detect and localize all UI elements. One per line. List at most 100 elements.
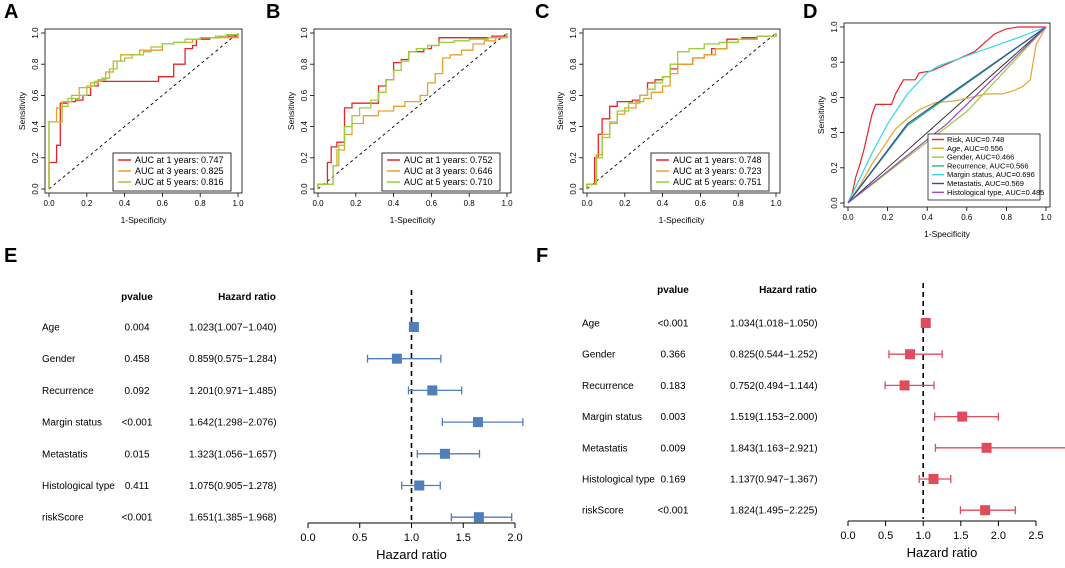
x-tick-label: 2.0 — [507, 532, 522, 544]
x-tick-label: 1.0 — [770, 199, 782, 208]
roc-panel-b: B 0.00.0 0.2 0.2 0.4 0.4 0.6 0.6 0.8 0.8 1.0 1.0 1-S… — [266, 1, 513, 225]
legend-entry: Histological type, AUC=0.485 — [947, 188, 1044, 197]
hazard-ratio-marker — [391, 353, 402, 364]
forest-row: Histological type 0.411 1.075(0.905−1.278) — [42, 480, 441, 492]
roc-panel-d: D 0.00.0 0.2 0.2 0.4 0.4 0.6 0.6 0.8 0.8 1.0 1.0 1-S… — [803, 1, 1052, 239]
pvalue-value: 0.411 — [125, 481, 150, 492]
pvalue-value: <0.001 — [122, 418, 153, 429]
variable-name: Margin status — [42, 418, 102, 429]
y-tick-label: 0.0 — [569, 183, 578, 195]
roc-curve-series-3 — [48, 33, 239, 189]
y-tick-label: 0.6 — [569, 89, 578, 101]
x-tick-label: 0.0 — [842, 213, 854, 222]
pvalue-value: 0.009 — [660, 443, 685, 454]
x-axis-label: Hazard ratio — [376, 547, 447, 562]
pvalue-value: 0.458 — [124, 354, 149, 365]
x-tick-label: 0.2 — [619, 199, 631, 208]
x-tick-label: 0.2 — [882, 213, 894, 222]
forest-row: Margin status 0.003 1.519(1.153−2.000) — [582, 411, 1000, 423]
forest-row: Gender 0.366 0.825(0.544−1.252) — [582, 349, 943, 361]
forest-row: Margin status <0.001 1.642(1.298−2.076) — [42, 417, 524, 429]
x-axis-label: 1-Specificity — [924, 229, 971, 239]
y-axis-label: Sensitivity — [17, 91, 27, 130]
legend-box — [381, 152, 501, 192]
hazard-ratio-marker — [920, 318, 931, 328]
x-tick-label: 0.8 — [195, 199, 207, 208]
y-tick-label: 0.6 — [300, 89, 309, 101]
x-tick-label: 1.0 — [501, 199, 513, 208]
x-tick-label: 1.5 — [953, 530, 968, 542]
legend-entry: Metastatis, AUC=0.569 — [947, 179, 1024, 188]
column-header-pvalue: pvalue — [121, 292, 153, 303]
hazard-ratio-marker — [439, 448, 450, 459]
panel-letter-f: F — [536, 245, 548, 267]
variable-name: Histological type — [42, 481, 115, 492]
hazard-ratio-ci-text: 1.843(1.163−2.921) — [730, 443, 818, 454]
y-tick-label: 1.0 — [569, 27, 578, 39]
y-tick-label: 1.0 — [31, 27, 40, 39]
hazard-ratio-marker — [957, 411, 968, 422]
roc-curve-series-6 — [847, 26, 1047, 204]
x-tick-label: 0.0 — [840, 530, 855, 542]
legend-box — [927, 133, 1041, 201]
legend-entry: AUC at 3 years: 0.646 — [404, 166, 493, 176]
panel-letter-d: D — [803, 1, 817, 23]
x-tick-label: 0.4 — [388, 199, 400, 208]
x-tick-label: 0.0 — [43, 199, 55, 208]
hazard-ratio-ci-text: 1.824(1.495−2.225) — [730, 506, 818, 517]
hazard-ratio-ci-text: 1.137(0.947−1.367) — [730, 475, 818, 486]
y-tick-label: 0.8 — [569, 58, 578, 70]
panel-letter-c: C — [535, 1, 549, 23]
hazard-ratio-ci-text: 1.023(1.007−1.040) — [189, 323, 277, 334]
hazard-ratio-ci-text: 0.825(0.544−1.252) — [730, 350, 818, 361]
roc-curve-series-3 — [586, 33, 777, 189]
plot-frame — [44, 28, 243, 194]
x-tick-label: 0.4 — [657, 199, 669, 208]
panel-letter-b: B — [266, 1, 280, 23]
variable-name: Recurrence — [42, 386, 94, 397]
x-tick-label: 0.5 — [352, 532, 367, 544]
pvalue-value: <0.001 — [658, 319, 689, 330]
variable-name: riskScore — [582, 506, 624, 517]
hazard-ratio-ci-text: 1.651(1.385−1.968) — [189, 513, 277, 524]
forest-row: riskScore <0.001 1.651(1.385−1.968) — [42, 512, 513, 524]
legend-entry: AUC at 3 years: 0.723 — [673, 166, 762, 176]
hazard-ratio-ci-text: 1.075(0.905−1.278) — [189, 481, 277, 492]
y-axis-label: Sensitivity — [555, 91, 565, 130]
x-tick-label: 1.0 — [404, 532, 419, 544]
pvalue-value: 0.015 — [124, 449, 149, 460]
legend-entry: AUC at 5 years: 0.816 — [135, 177, 224, 187]
legend-entry: Age, AUC=0.556 — [947, 144, 1003, 153]
x-tick-label: 0.6 — [157, 199, 169, 208]
x-tick-label: 1.0 — [1040, 213, 1052, 222]
pvalue-value: 0.092 — [124, 386, 149, 397]
variable-name: Gender — [582, 350, 616, 361]
hazard-ratio-marker — [928, 474, 939, 484]
plot-frame — [843, 22, 1051, 208]
forest-row: Age 0.004 1.023(1.007−1.040) — [42, 322, 419, 334]
legend-entry: AUC at 3 years: 0.825 — [135, 166, 224, 176]
hazard-ratio-marker — [905, 349, 916, 360]
x-tick-label: 0.2 — [350, 199, 362, 208]
x-axis-label: 1-Specificity — [121, 215, 168, 225]
legend-entry: Recurrence, AUC=0.566 — [947, 161, 1029, 170]
legend-entry: Margin status, AUC=0.696 — [947, 170, 1035, 179]
hazard-ratio-marker — [899, 380, 910, 391]
variable-name: Metastatis — [42, 449, 88, 460]
x-tick-label: 0.5 — [878, 530, 893, 542]
hazard-ratio-ci-text: 1.323(1.056−1.657) — [189, 449, 277, 460]
diagonal-reference-line — [317, 32, 508, 190]
diagonal-reference-line — [48, 32, 239, 190]
x-tick-label: 0.6 — [695, 199, 707, 208]
pvalue-value: 0.003 — [660, 412, 685, 423]
x-tick-label: 1.0 — [232, 199, 244, 208]
roc-curve-series-7 — [847, 26, 1047, 204]
y-tick-label: 0.8 — [300, 58, 309, 70]
y-tick-label: 0.0 — [31, 183, 40, 195]
y-tick-label: 1.0 — [300, 27, 309, 39]
roc-panel-a: A 0.00.0 0.2 0.2 0.4 0.4 0.6 0.6 0.8 0.8 1.0 1.0 1-S… — [4, 1, 244, 225]
y-tick-label: 0.6 — [31, 89, 40, 101]
roc-curve-series-5 — [847, 26, 1047, 204]
